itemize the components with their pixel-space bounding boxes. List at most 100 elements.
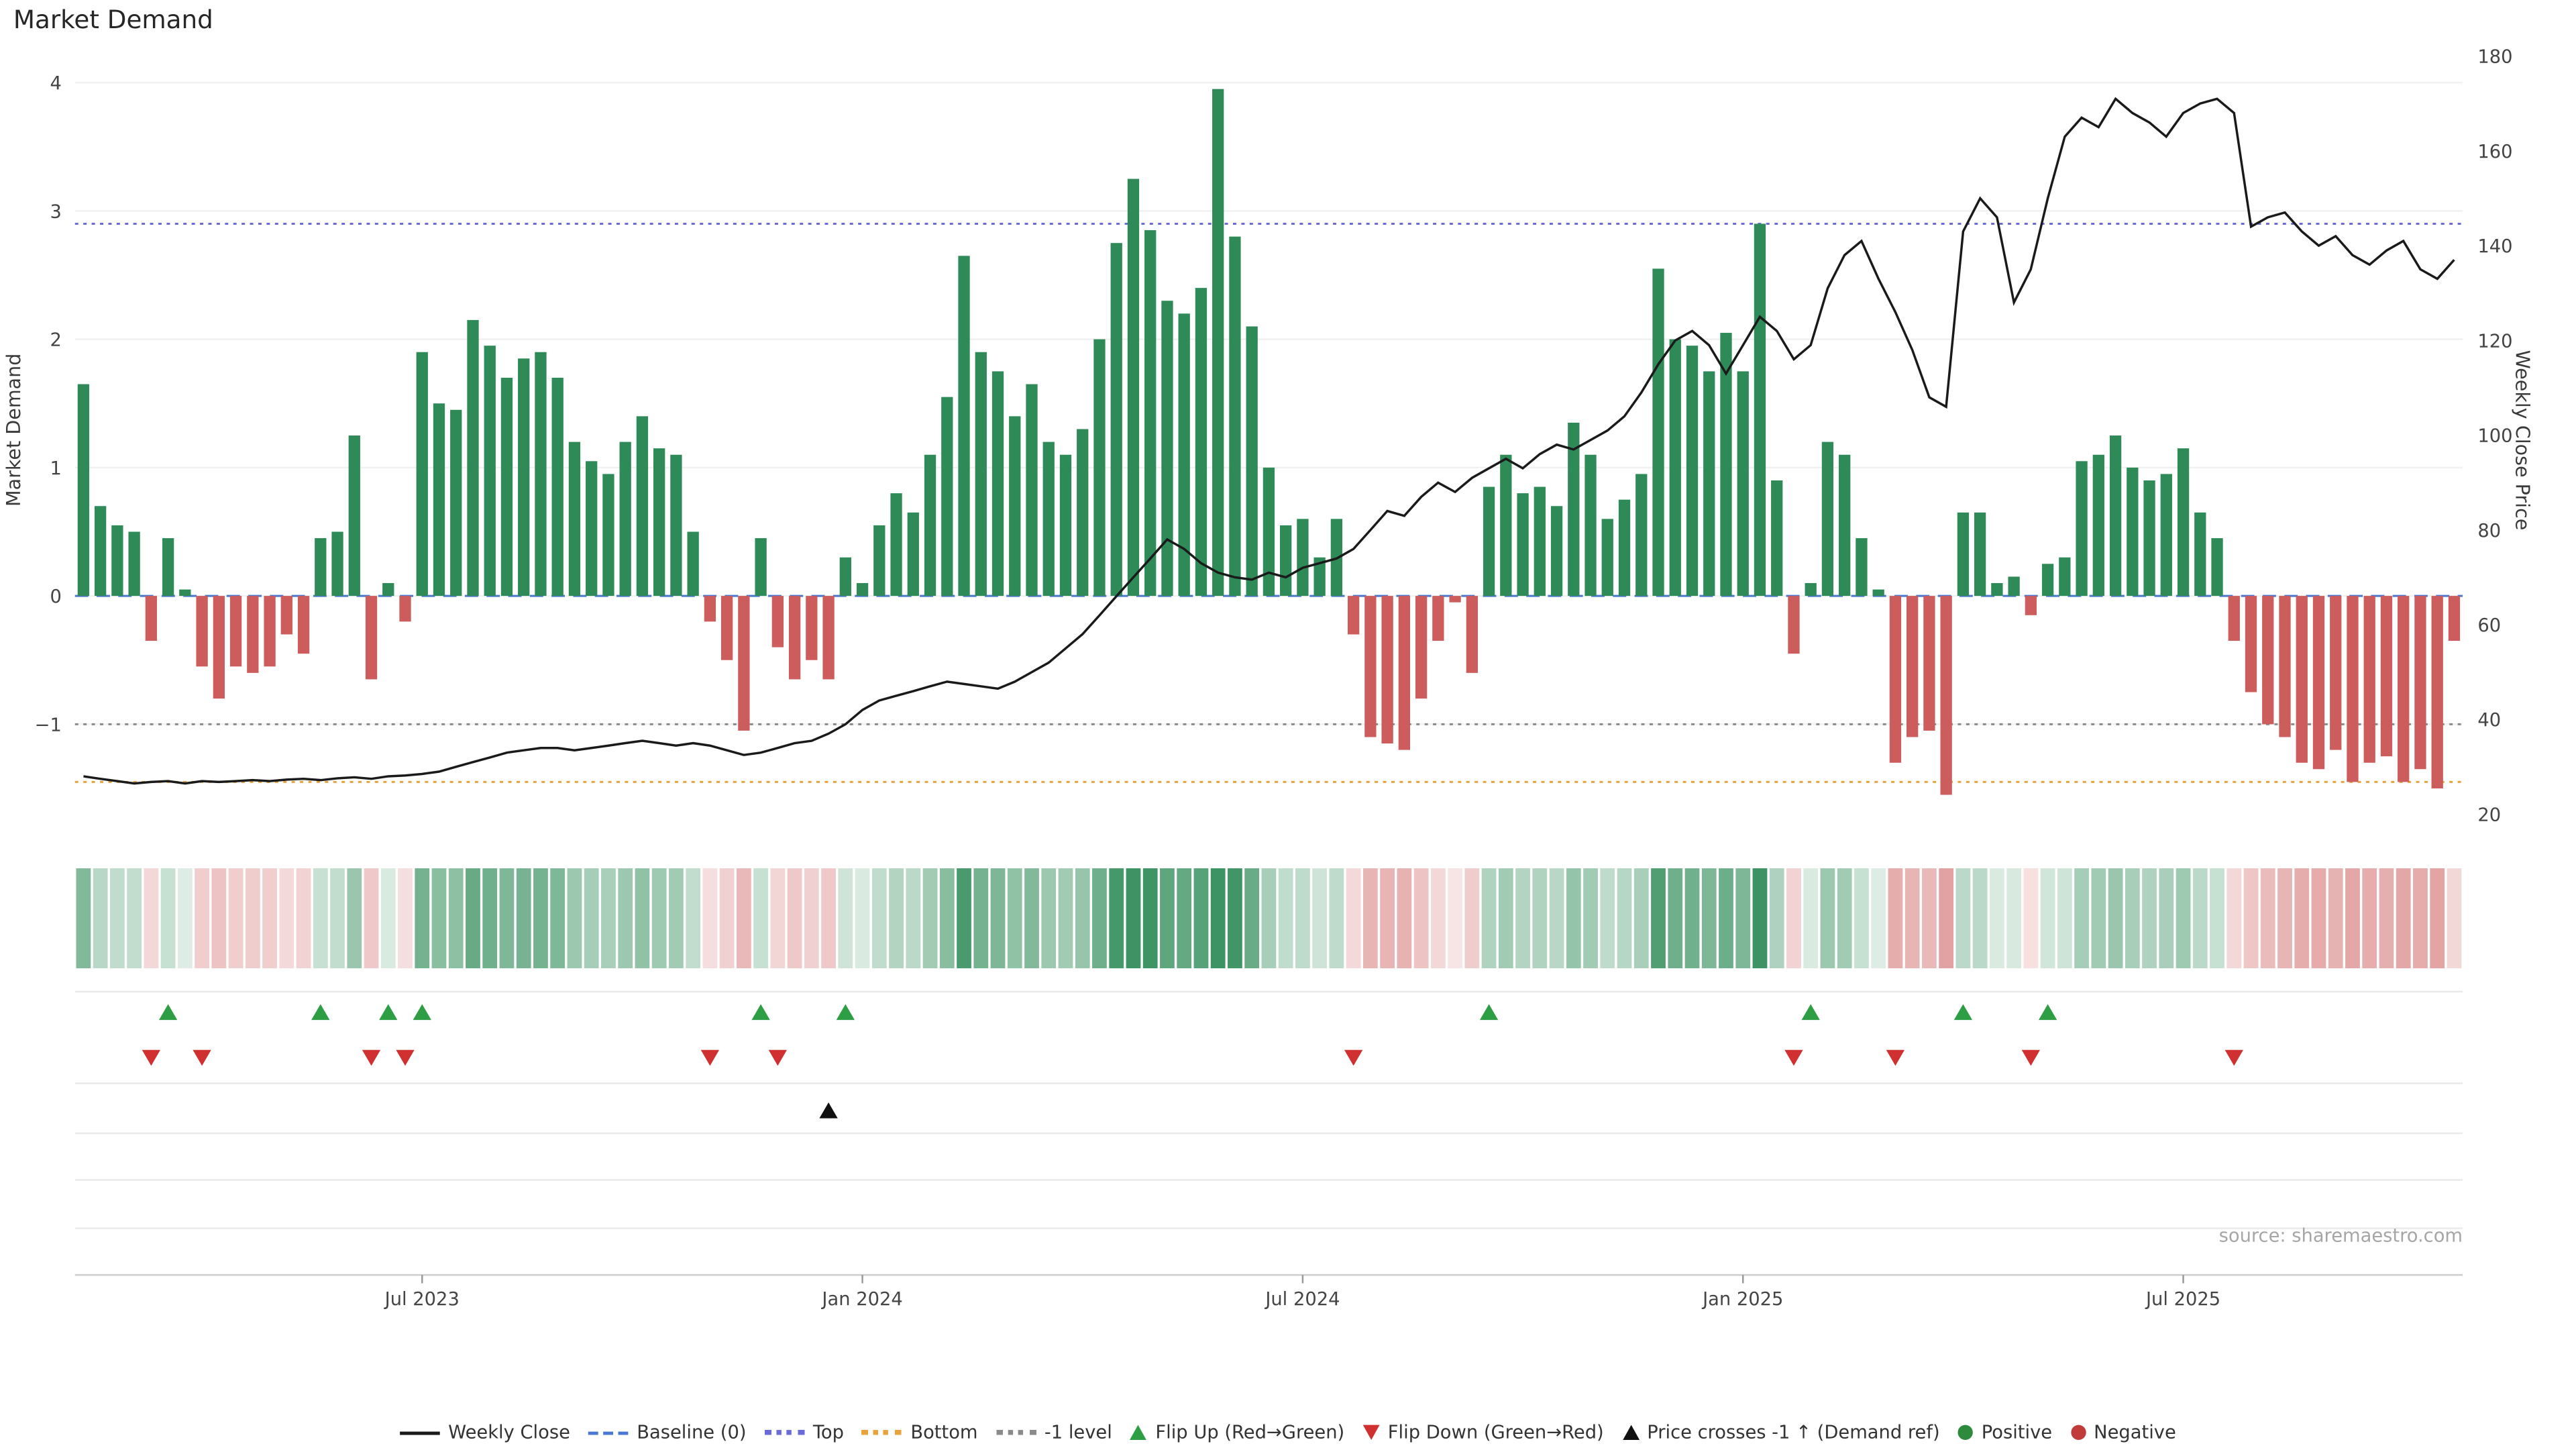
heatmap-cell bbox=[1346, 868, 1361, 969]
heatmap-cell bbox=[245, 868, 260, 969]
line-dashed-symbol bbox=[588, 1431, 629, 1435]
flip-up-marker bbox=[1479, 1004, 1499, 1021]
heatmap-cell bbox=[195, 868, 209, 969]
heatmap-cell bbox=[1888, 868, 1903, 969]
heatmap-cell bbox=[550, 868, 566, 969]
legend-item-6: Flip Down (Green→Red) bbox=[1362, 1422, 1604, 1443]
flip-down-marker bbox=[142, 1049, 161, 1066]
left-axis-tick: −1 bbox=[35, 715, 62, 735]
demand-bar bbox=[1652, 268, 1664, 597]
left-axis-tick: 3 bbox=[50, 201, 62, 222]
demand-bar bbox=[467, 319, 479, 597]
demand-bar bbox=[1618, 499, 1631, 597]
heatmap-cell bbox=[296, 868, 311, 969]
demand-bar bbox=[2109, 435, 2122, 597]
heatmap-cell bbox=[1972, 868, 1988, 969]
demand-bar bbox=[1550, 506, 1563, 597]
demand-bar bbox=[213, 596, 225, 699]
demand-bar bbox=[1144, 230, 1157, 597]
demand-bar bbox=[1127, 178, 1140, 597]
heatmap-cell bbox=[1922, 868, 1937, 969]
legend-item-5: Flip Up (Red→Green) bbox=[1130, 1422, 1344, 1443]
flip-up-marker bbox=[1801, 1004, 1820, 1021]
demand-bar bbox=[2143, 480, 2155, 597]
heatmap-cell bbox=[1126, 868, 1141, 969]
heatmap-cell bbox=[1244, 868, 1260, 969]
demand-bar bbox=[568, 442, 581, 597]
demand-bar bbox=[1517, 493, 1529, 597]
demand-bar bbox=[280, 596, 292, 635]
heatmap-cell bbox=[1532, 868, 1548, 969]
right-axis-tick: 80 bbox=[2477, 521, 2501, 541]
demand-bar bbox=[1432, 596, 1444, 641]
heatmap-cell bbox=[330, 868, 345, 969]
heatmap-cell bbox=[127, 868, 142, 969]
demand-bar bbox=[2127, 467, 2139, 597]
demand-bar bbox=[1669, 339, 1681, 597]
legend-label: Negative bbox=[2094, 1421, 2176, 1443]
heatmap-cell bbox=[2430, 868, 2445, 969]
demand-bar bbox=[839, 557, 851, 597]
heatmap-cell bbox=[2243, 868, 2259, 969]
demand-bar bbox=[1246, 326, 1258, 597]
flip-down-marker bbox=[193, 1049, 211, 1066]
heatmap-cell bbox=[736, 868, 751, 969]
demand-bar bbox=[399, 596, 411, 622]
heatmap-cell bbox=[1329, 868, 1344, 969]
demand-bar bbox=[771, 596, 784, 648]
heatmap-cell bbox=[448, 868, 464, 969]
legend-label: Bottom bbox=[910, 1421, 978, 1443]
demand-bar bbox=[2177, 448, 2190, 597]
demand-bar bbox=[720, 596, 733, 660]
flip-up-marker bbox=[379, 1004, 398, 1021]
left-axis-tick: 2 bbox=[50, 330, 62, 351]
demand-bar bbox=[586, 461, 598, 597]
flip-up-marker bbox=[158, 1004, 178, 1021]
heatmap-cell bbox=[1464, 868, 1480, 969]
heatmap-cell bbox=[1380, 868, 1395, 969]
heatmap-cell bbox=[702, 868, 718, 969]
heatmap-cell bbox=[787, 868, 802, 969]
demand-bar bbox=[941, 397, 953, 597]
heatmap-cell bbox=[1515, 868, 1530, 969]
heatmap-cell bbox=[1854, 868, 1869, 969]
heatmap-cell bbox=[669, 868, 684, 969]
heatmap-cell bbox=[1481, 868, 1497, 969]
demand-bar bbox=[2414, 596, 2426, 770]
right-axis-tick: 100 bbox=[2477, 426, 2512, 447]
demand-bar bbox=[1297, 519, 1309, 597]
demand-bar bbox=[247, 596, 259, 673]
heatmap-cell bbox=[1989, 868, 2004, 969]
demand-bar bbox=[1466, 596, 1478, 673]
demand-bar bbox=[518, 358, 530, 597]
demand-bar bbox=[1415, 596, 1428, 699]
demand-bar bbox=[2041, 564, 2054, 597]
heatmap-cell bbox=[1871, 868, 1886, 969]
heatmap-cell bbox=[482, 868, 498, 969]
heatmap-cell bbox=[466, 868, 480, 969]
flip-down-marker bbox=[2224, 1049, 2243, 1066]
demand-bar bbox=[365, 596, 378, 680]
heatmap-cell bbox=[1261, 868, 1277, 969]
demand-bar bbox=[1500, 454, 1512, 597]
heatmap-cell bbox=[364, 868, 379, 969]
demand-bar bbox=[924, 454, 936, 597]
demand-bar bbox=[2228, 596, 2240, 641]
triangle-up-symbol bbox=[1130, 1425, 1147, 1441]
heatmap-cell bbox=[2413, 868, 2428, 969]
legend-item-0: Weekly Close bbox=[400, 1422, 570, 1443]
heatmap-cell bbox=[922, 868, 938, 969]
source-credit: source: sharemaestro.com bbox=[2218, 1225, 2463, 1247]
legend-item-1: Baseline (0) bbox=[588, 1422, 747, 1443]
demand-bar bbox=[755, 538, 767, 597]
demand-bar bbox=[145, 596, 158, 641]
heatmap-cell bbox=[2277, 868, 2292, 969]
demand-bar bbox=[1940, 596, 1952, 795]
demand-bar bbox=[1347, 596, 1360, 635]
demand-bar bbox=[1110, 243, 1122, 597]
demand-bar bbox=[1077, 429, 1089, 597]
heatmap-cell bbox=[177, 868, 193, 969]
demand-bar bbox=[2296, 596, 2308, 763]
heatmap-cell bbox=[601, 868, 616, 969]
heatmap-cell bbox=[1549, 868, 1564, 969]
